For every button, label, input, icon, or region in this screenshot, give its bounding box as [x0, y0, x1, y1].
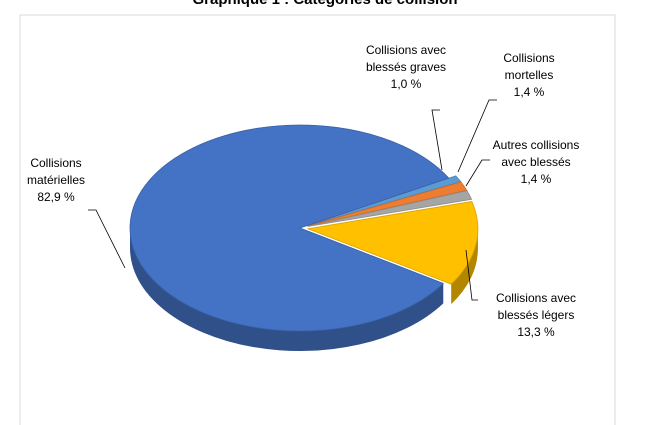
slice [307, 190, 473, 227]
value-label: 1,0 % [390, 77, 422, 91]
slice [307, 181, 468, 227]
category-label: Collisions avec blessés graves [365, 43, 447, 74]
category-label: Collisions avec blessés légers [495, 291, 577, 322]
slice-side [130, 228, 444, 352]
slice [306, 201, 479, 285]
value-label: 1,4 % [520, 172, 552, 186]
leader-line [465, 249, 478, 301]
leader-line [457, 99, 497, 173]
chart-title: Graphique 1 : Catégories de collision [0, 0, 650, 8]
value-label: 1,4 % [513, 85, 545, 99]
slice-side [451, 228, 478, 305]
slice [129, 124, 450, 332]
leader-line [88, 209, 126, 269]
category-label: Collisions matérielles [26, 156, 86, 187]
leader-line [431, 109, 443, 171]
leader-line [465, 159, 490, 187]
value-label: 13,3 % [517, 325, 555, 339]
category-label: Collisions mortelles [503, 51, 555, 82]
value-label: 82,9 % [37, 190, 75, 204]
category-label: Autres collisions avec blessés [492, 138, 580, 169]
